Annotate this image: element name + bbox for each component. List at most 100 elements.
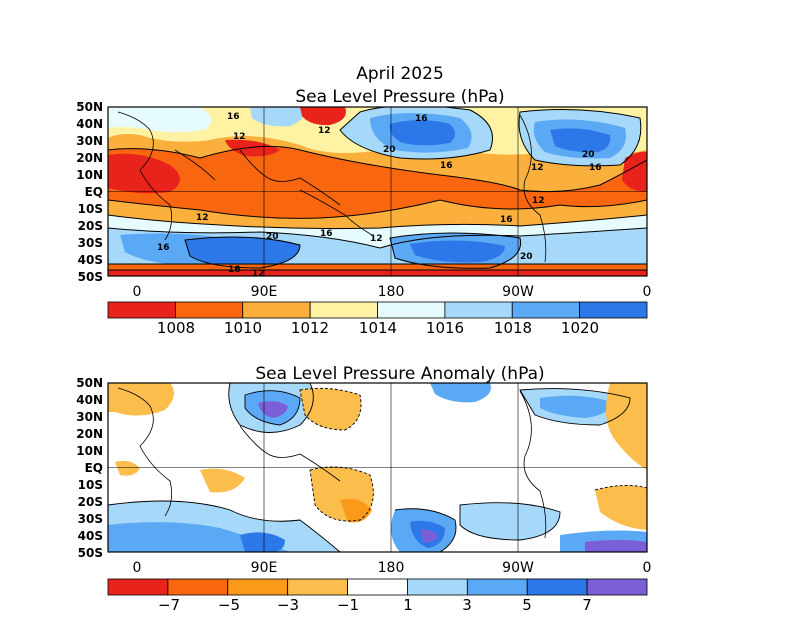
contour-label: 20 [383,145,396,155]
lat-label: 10N [76,444,103,458]
contour-label: 16 [440,161,453,171]
colorbar-label: −5 [218,596,240,614]
colorbar-label: 5 [522,596,532,614]
bottom-title: Sea Level Pressure Anomaly (hPa) [255,364,545,384]
lon-label: 90W [502,560,534,576]
colorbar-swatch [579,301,648,319]
contour-label: 12 [532,196,545,206]
contour-label: 12 [196,213,209,223]
contour-label: 16 [157,243,170,253]
lat-label: 20N [76,151,103,165]
colorbar-label: −3 [277,596,299,614]
slp-lat-labels: 50N 40N 30N 20N 10N EQ 10S 20S 30S 40S 5… [76,100,103,284]
lat-label: 40N [76,393,103,407]
lon-label: 90W [502,284,534,300]
slp-contour-lines [108,107,647,271]
colorbar-swatch [511,301,581,319]
lat-label: EQ [85,185,103,199]
lat-label: 30S [78,236,103,250]
anomaly-colorbar [107,578,648,596]
lon-label: 0 [643,284,652,300]
slp-colorbar-labels: 1008 1010 1012 1014 1016 1018 1020 [157,319,599,337]
contour-label: 16 [227,112,240,122]
contour-label: 16 [320,229,333,239]
lat-label: 10S [78,478,103,492]
colorbar-swatch [347,578,408,596]
contour-label: 20 [266,232,279,242]
colorbar-swatch [466,578,528,596]
colorbar-swatch [107,301,176,319]
lat-label: 40S [78,529,103,543]
colorbar-label: −7 [158,596,180,614]
colorbar-label: 3 [462,596,472,614]
anomaly-coastlines [117,387,547,539]
lat-label: 20N [76,427,103,441]
slp-anomaly-map: 50N 40N 30N 20N 10N EQ 10S 20S 30S 40S 5… [76,376,651,614]
contour-label: 20 [520,252,533,262]
colorbar-label: 1010 [224,319,262,337]
lon-label: 180 [378,284,405,300]
colorbar-swatch [444,301,513,319]
lat-label: 30N [76,410,103,424]
lat-label: 30N [76,134,103,148]
lon-label: 90E [251,560,278,576]
lat-label: 30S [78,512,103,526]
lon-label: 0 [643,560,652,576]
contour-label: 16 [228,265,241,275]
top-title-line1: April 2025 [356,64,444,84]
contour-label: 12 [370,234,383,244]
colorbar-label: 1014 [359,319,397,337]
lat-label: 50S [78,546,103,560]
colorbar-label: 1016 [426,319,464,337]
lat-label: 50S [78,270,103,284]
lat-label: 20S [78,219,103,233]
colorbar-swatch [107,578,169,596]
anomaly-gridlines [108,383,647,552]
lat-label: 50N [76,100,103,114]
slp-colorbar [107,301,648,319]
anomaly-contour-lines [108,383,647,552]
colorbar-swatch [377,301,446,319]
colorbar-swatch [227,578,289,596]
contour-label: 16 [500,215,513,225]
contour-label: 12 [318,126,331,136]
contour-label: 12 [233,132,246,142]
contour-label: 16 [589,163,602,173]
lat-label: EQ [85,461,103,475]
lon-label: 90E [251,284,278,300]
lat-label: 10N [76,168,103,182]
colorbar-label: −1 [337,596,359,614]
colorbar-label: 7 [582,596,592,614]
colorbar-swatch [287,578,348,596]
slp-contour-labels: 16 12 20 16 16 20 12 16 12 12 16 20 16 1… [157,112,602,279]
lon-label: 0 [133,284,142,300]
colorbar-swatch [407,578,468,596]
colorbar-swatch [242,301,311,319]
contour-label: 20 [582,150,595,160]
lon-label: 180 [378,560,405,576]
lat-label: 40S [78,253,103,267]
colorbar-label: 1018 [494,319,532,337]
lat-label: 20S [78,495,103,509]
slp-gridlines [108,107,647,276]
colorbar-label: 1020 [561,319,599,337]
contour-label: 16 [415,114,428,124]
slp-coastlines [117,111,547,263]
slp-lon-labels: 0 90E 180 90W 0 [133,284,652,300]
anomaly-lon-labels: 0 90E 180 90W 0 [133,560,652,576]
colorbar-swatch [309,301,378,319]
colorbar-swatch [174,301,244,319]
contour-label: 12 [531,163,544,173]
anomaly-lat-labels: 50N 40N 30N 20N 10N EQ 10S 20S 30S 40S 5… [76,376,103,560]
contour-label: 12 [252,269,265,279]
top-title-line2: Sea Level Pressure (hPa) [295,87,505,107]
colorbar-swatch [526,578,588,596]
lon-label: 0 [133,560,142,576]
colorbar-label: 1008 [157,319,195,337]
lat-label: 40N [76,117,103,131]
colorbar-swatch [586,578,648,596]
lat-label: 50N [76,376,103,390]
colorbar-swatch [167,578,229,596]
lat-label: 10S [78,202,103,216]
